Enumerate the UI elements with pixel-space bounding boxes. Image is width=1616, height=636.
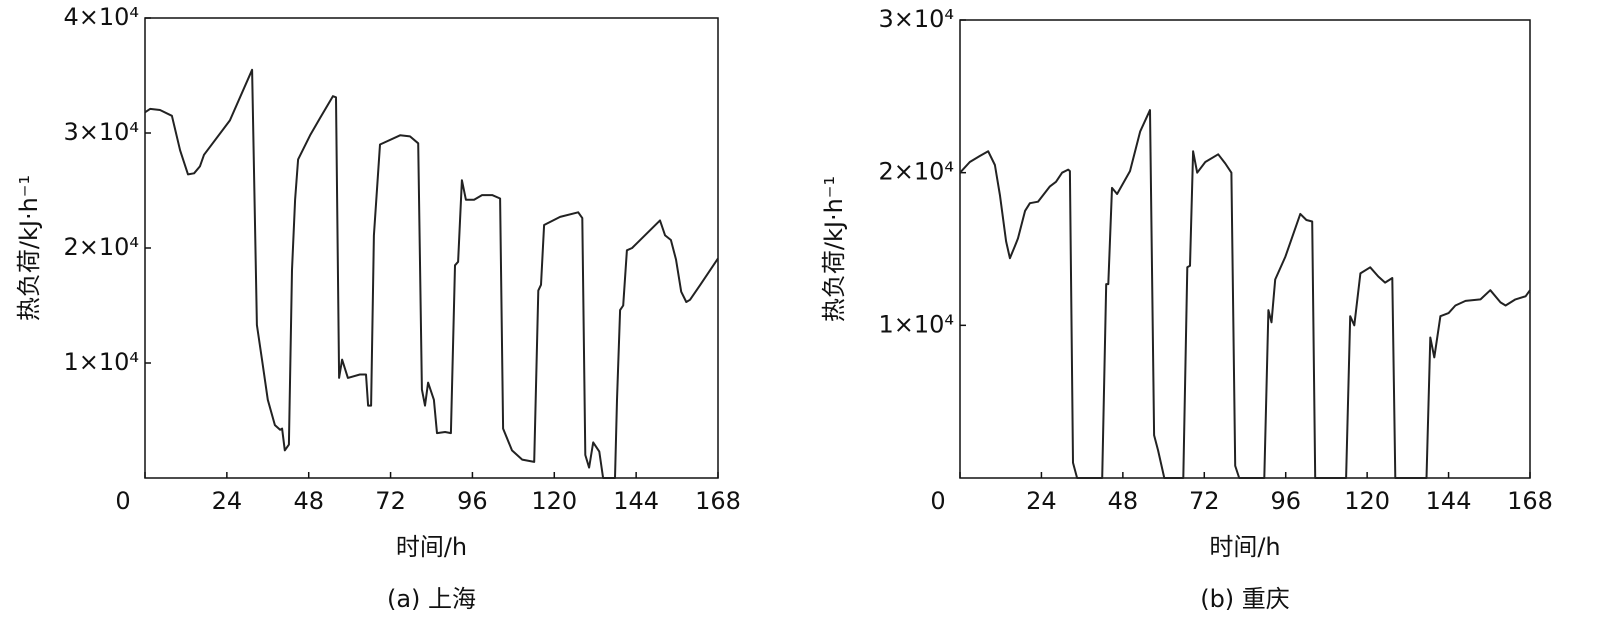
x-tick-label: 168 bbox=[695, 487, 741, 515]
x-axis-label: 时间/h bbox=[1209, 533, 1280, 561]
data-line bbox=[959, 109, 1531, 479]
plot-frame bbox=[959, 19, 1531, 479]
x-tick-label: 48 bbox=[293, 487, 324, 515]
y-tick-label: 4×10⁴ bbox=[63, 3, 139, 31]
x-tick-label: 24 bbox=[212, 487, 243, 515]
x-tick-label: 72 bbox=[375, 487, 406, 515]
x-tick-label: 96 bbox=[457, 487, 488, 515]
caption: (b) 重庆 bbox=[1200, 585, 1290, 613]
x-tick-label: 0 bbox=[115, 487, 130, 515]
x-tick-label: 72 bbox=[1189, 487, 1220, 515]
y-tick-label: 3×10⁴ bbox=[63, 118, 139, 146]
y-tick-label: 2×10⁴ bbox=[63, 233, 139, 261]
x-tick-label: 120 bbox=[531, 487, 577, 515]
x-tick-label: 0 bbox=[930, 487, 945, 515]
y-tick-label: 2×10⁴ bbox=[878, 158, 954, 186]
x-tick-label: 48 bbox=[1108, 487, 1139, 515]
x-axis-label: 时间/h bbox=[396, 533, 467, 561]
y-tick-label: 3×10⁴ bbox=[878, 5, 954, 33]
x-tick-label: 144 bbox=[1426, 487, 1472, 515]
data-line bbox=[144, 68, 719, 479]
x-tick-label: 168 bbox=[1507, 487, 1553, 515]
x-tick-label: 96 bbox=[1270, 487, 1301, 515]
y-axis-label: 热负荷/kJ·h⁻¹ bbox=[15, 175, 43, 321]
y-axis-label: 热负荷/kJ·h⁻¹ bbox=[820, 176, 848, 322]
x-tick-label: 144 bbox=[613, 487, 659, 515]
y-tick-label: 1×10⁴ bbox=[878, 310, 954, 338]
x-tick-label: 120 bbox=[1344, 487, 1390, 515]
y-tick-label: 1×10⁴ bbox=[63, 348, 139, 376]
x-tick-label: 24 bbox=[1026, 487, 1057, 515]
caption: (a) 上海 bbox=[387, 585, 476, 613]
